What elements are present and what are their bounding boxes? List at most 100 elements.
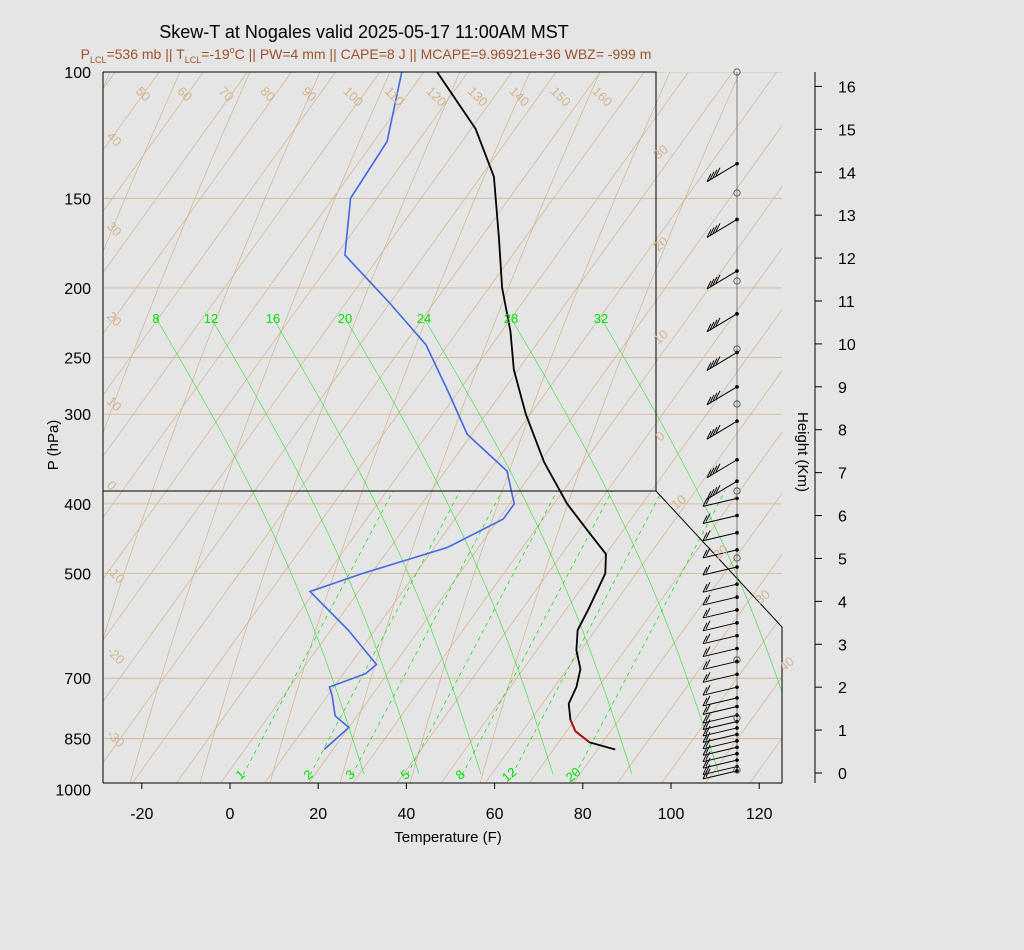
wind-barb-flag xyxy=(715,463,721,472)
wind-barb-shaft xyxy=(706,270,738,290)
wind-barb-dot xyxy=(735,672,739,677)
wind-barb xyxy=(702,547,739,559)
wind-level-marker xyxy=(733,345,741,353)
wind-barb-flag xyxy=(705,564,711,574)
wind-barb-shaft xyxy=(702,583,738,593)
wind-barb-dot xyxy=(735,582,739,586)
wind-barb xyxy=(706,385,739,406)
height-tick-label: 4 xyxy=(838,594,847,611)
wind-barb-flag xyxy=(705,594,711,604)
wind-barb-flag xyxy=(705,581,711,591)
wind-barb-flag xyxy=(705,659,711,668)
height-tick-label: 0 xyxy=(838,766,847,783)
x-tick-label: 80 xyxy=(574,806,592,823)
mixing-ratio-top-label: 24 xyxy=(417,311,431,326)
moist-adiabat-line xyxy=(344,317,554,775)
dry-adiabat-line xyxy=(199,72,461,783)
parcel-profile xyxy=(569,719,590,743)
wind-barb-flag xyxy=(705,684,711,694)
wind-barb-dot xyxy=(735,769,739,773)
wind-barb-flag xyxy=(705,620,711,630)
wind-barb-flag xyxy=(715,223,721,232)
wind-barb-flag xyxy=(715,317,721,327)
wind-barb-shaft xyxy=(702,515,738,525)
wind-barb xyxy=(702,738,739,750)
wind-barb-flag xyxy=(702,532,708,541)
wind-barb-flag xyxy=(706,323,712,333)
wind-barb-shaft xyxy=(706,480,738,500)
height-tick-label: 5 xyxy=(838,551,847,568)
chart-overlay xyxy=(102,68,822,789)
wind-barb-dot xyxy=(735,621,739,625)
wind-barb xyxy=(702,581,739,593)
isotherm-line xyxy=(617,553,782,783)
wind-barb-shaft xyxy=(706,420,738,440)
wind-barb-shaft xyxy=(702,727,738,737)
wind-barb-shaft xyxy=(702,673,738,683)
height-tick-label: 9 xyxy=(838,380,847,397)
isotherm-line xyxy=(484,370,782,783)
wind-barb-shaft xyxy=(702,648,738,658)
wind-barb-flag xyxy=(709,467,715,476)
wind-barb-flag xyxy=(709,321,715,331)
wind-barb-flag xyxy=(705,768,711,778)
wind-barb-shaft xyxy=(702,766,738,776)
sounding-profiles xyxy=(308,72,616,751)
pressure-tick-label: 850 xyxy=(64,732,91,749)
wind-barb-flag xyxy=(705,745,711,754)
height-tick-label: 10 xyxy=(838,337,856,354)
isotherm-line xyxy=(103,72,513,641)
wind-barb-flag xyxy=(702,759,708,769)
wind-barb-shaft xyxy=(702,635,738,645)
y-axis-label: P (hPa) xyxy=(45,420,62,471)
height-tick-label: 15 xyxy=(838,122,856,139)
x-tick-label: 20 xyxy=(309,806,327,823)
wind-barb-flag xyxy=(705,672,711,681)
height-tick-label: 8 xyxy=(838,423,847,440)
wind-barb-dot xyxy=(735,595,739,599)
wind-barb-shaft xyxy=(702,686,738,696)
mixing-ratio-top-label: 32 xyxy=(594,311,608,326)
height-tick-label: 11 xyxy=(838,294,855,311)
wind-barb-flag xyxy=(702,609,708,619)
isotherm-line xyxy=(661,615,782,783)
isotherm-line xyxy=(396,247,782,783)
wind-barb-dot xyxy=(735,530,739,535)
height-tick-label: 12 xyxy=(838,251,856,268)
wind-barb xyxy=(702,745,739,756)
wind-barb-flag xyxy=(702,766,708,775)
wind-level-marker xyxy=(733,766,741,774)
pressure-tick-label: 500 xyxy=(64,566,91,583)
wind-barb xyxy=(702,594,739,606)
wind-barb-flag xyxy=(702,583,708,593)
wind-barb-shaft xyxy=(702,622,738,632)
wind-barb xyxy=(702,672,739,683)
wind-barb-flag xyxy=(706,396,712,406)
wind-barb-flag xyxy=(702,706,708,715)
isotherm-line xyxy=(573,492,782,783)
wind-barb-flag xyxy=(702,686,708,696)
moist-adiabat-line xyxy=(423,317,633,775)
height-tick-label: 1 xyxy=(838,723,847,740)
wind-barb xyxy=(706,479,739,500)
wind-barb-flag xyxy=(705,513,711,522)
wind-barb-flag xyxy=(705,725,711,735)
wind-barb-shaft xyxy=(702,596,738,606)
isotherm-line xyxy=(220,72,733,783)
mixing-ratio-line xyxy=(511,490,663,776)
wind-barb-flag xyxy=(712,358,718,367)
mixing-ratio-line xyxy=(406,490,558,776)
wind-barb-flag xyxy=(712,169,718,178)
wind-barb-flag xyxy=(709,488,715,498)
wind-barb-dot xyxy=(735,513,739,518)
wind-barb-flag xyxy=(702,747,708,756)
moist-adiabat-line xyxy=(155,317,365,775)
wind-barb-dot xyxy=(735,751,739,756)
pressure-tick-label: 300 xyxy=(64,407,91,424)
moist-adiabat-line xyxy=(600,317,782,693)
wind-barb-flag xyxy=(702,740,708,750)
isotherm-line xyxy=(103,72,248,274)
wind-barb xyxy=(706,217,739,238)
wind-barb xyxy=(702,633,739,645)
